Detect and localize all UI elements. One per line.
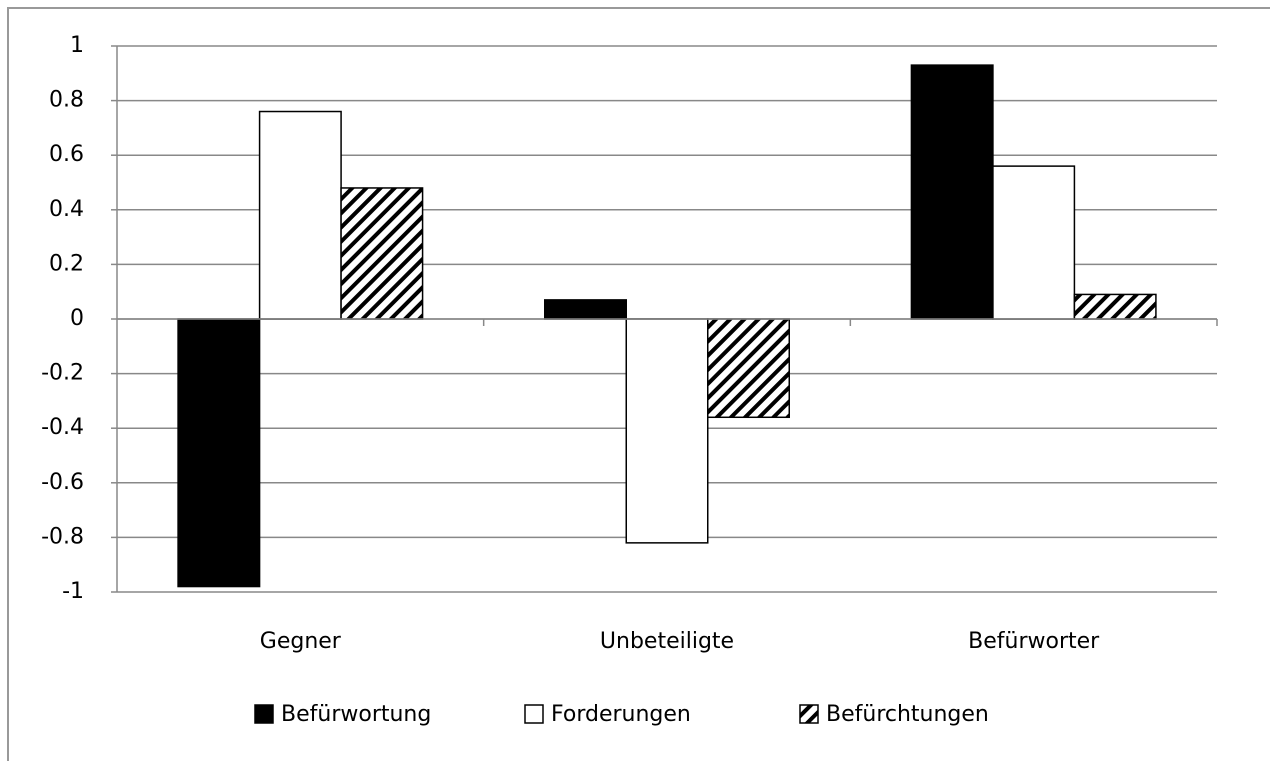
bar (625, 318, 709, 544)
x-tick-label: Unbeteiligte (600, 629, 734, 654)
legend-swatch (254, 704, 274, 724)
frame (7, 7, 1270, 761)
bar (1073, 293, 1157, 320)
y-tick-label: -0.4 (41, 415, 84, 440)
bar (177, 318, 261, 588)
bar (707, 318, 790, 419)
bar (544, 299, 627, 320)
y-tick-label: 1 (70, 33, 84, 58)
bar (340, 187, 424, 320)
y-tick-label: 0.2 (49, 251, 84, 276)
x-tick-label: Gegner (260, 629, 342, 654)
y-tick-label: -0.6 (41, 470, 84, 495)
y-tick-label: 0.8 (49, 88, 84, 113)
legend-label: Befürchtungen (826, 702, 989, 727)
bar (992, 165, 1076, 320)
y-tick-label: 0.6 (49, 142, 84, 167)
legend-swatch (524, 704, 544, 724)
y-tick-label: 0.4 (49, 197, 84, 222)
legend-swatch (799, 704, 819, 724)
y-tick-label: -0.2 (41, 361, 84, 386)
legend-label: Befürwortung (281, 702, 431, 727)
y-tick-label: 0 (70, 306, 84, 331)
y-tick-label: -1 (62, 579, 84, 604)
x-tick-label: Befürworter (968, 629, 1100, 654)
bar (910, 64, 994, 320)
y-tick-label: -0.8 (41, 524, 84, 549)
legend-label: Forderungen (551, 702, 691, 727)
bar (258, 110, 342, 320)
